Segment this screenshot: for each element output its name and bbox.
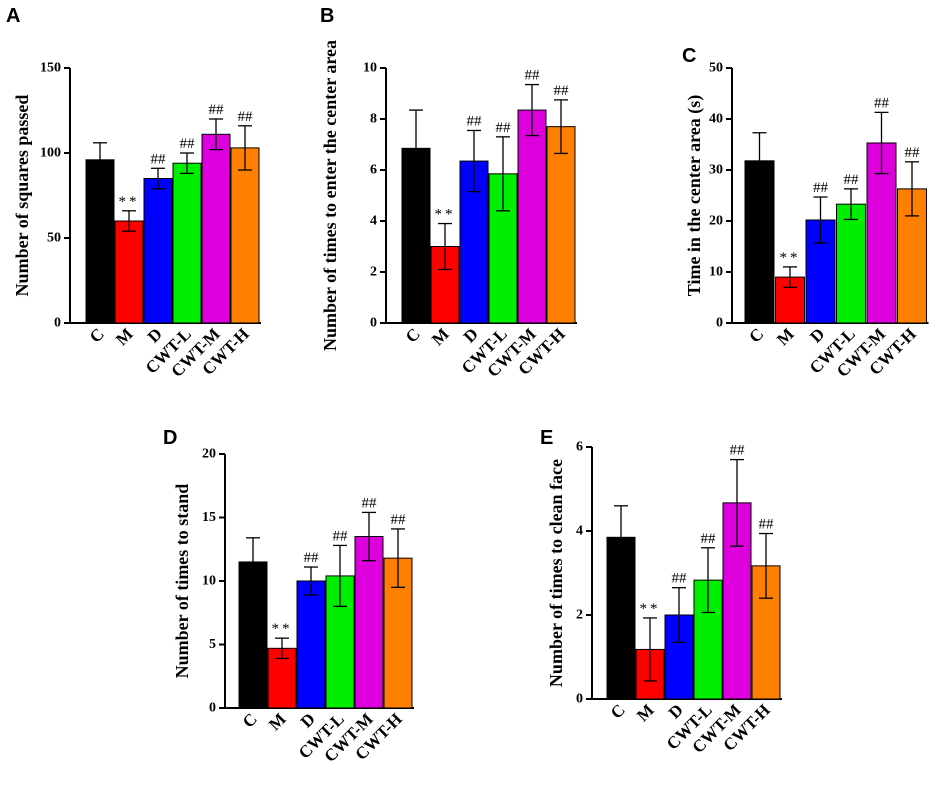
significance-label: ##	[701, 531, 717, 547]
bar-cwt-m	[201, 133, 231, 324]
y-tick-label: 20	[709, 214, 723, 229]
y-tick-label: 10	[709, 265, 723, 280]
x-tick-label: M	[428, 324, 453, 349]
panel-letter: B	[320, 5, 334, 27]
y-tick-label: 6	[576, 440, 583, 455]
significance-label: ##	[467, 113, 483, 129]
significance-label: ##	[304, 550, 320, 566]
y-axis-title: Number of times to stand	[172, 484, 192, 679]
y-tick-label: 6	[370, 163, 377, 178]
significance-label: ##	[730, 443, 746, 459]
significance-label: **	[780, 250, 801, 266]
x-tick-label: C	[86, 324, 108, 346]
y-tick-label: 2	[576, 608, 583, 623]
panel-e: E Number of times to clean face 0 2 4 6 C ** M ##…	[540, 427, 782, 757]
y-tick-label: 8	[370, 112, 377, 127]
x-tick-label: C	[607, 700, 629, 722]
y-tick-label: 10	[363, 61, 377, 76]
significance-label: **	[119, 194, 140, 210]
significance-label: ##	[759, 517, 775, 533]
significance-label: ##	[844, 172, 860, 188]
significance-label: ##	[362, 495, 378, 511]
significance-label: ##	[874, 95, 890, 111]
y-axis-title: Time in the center area (s)	[684, 95, 705, 296]
bar-cwt-h	[546, 126, 576, 324]
y-tick-label: 50	[709, 61, 723, 76]
bar-cwt-m	[354, 536, 384, 709]
significance-label: ##	[238, 109, 254, 125]
y-tick-label: 15	[202, 510, 216, 525]
bar-m	[114, 220, 144, 324]
y-tick-label: 0	[716, 316, 723, 331]
significance-label: **	[640, 601, 661, 617]
y-tick-label: 4	[370, 214, 377, 229]
significance-label: ##	[525, 68, 541, 84]
y-tick-label: 40	[709, 112, 723, 127]
y-axis-title: Number of squares passed	[12, 95, 32, 297]
x-tick-label: M	[633, 700, 658, 725]
bar-cwt-m	[517, 109, 547, 324]
bar-cwt-l	[836, 203, 866, 324]
significance-label: **	[272, 621, 293, 637]
panel-a: A Number of squares passed 0 50 100 150 C ** M ##…	[6, 5, 261, 381]
x-tick-label: M	[112, 324, 137, 349]
bar-cwt-h	[230, 147, 260, 324]
significance-label: ##	[151, 151, 167, 167]
y-tick-label: 20	[202, 447, 216, 462]
bar-c	[85, 159, 115, 324]
x-tick-label: D	[806, 324, 828, 346]
panel-c: C Time in the center area (s) 0 10 20 30 40 50 C…	[682, 45, 929, 381]
x-tick-label: M	[265, 709, 290, 734]
bar-d	[296, 580, 326, 709]
panel-letter: D	[163, 427, 177, 449]
x-tick-label: C	[239, 709, 261, 731]
y-tick-label: 0	[209, 701, 216, 716]
significance-label: **	[435, 207, 456, 223]
significance-label: ##	[905, 145, 921, 161]
bar-cwt-l	[172, 162, 202, 324]
y-tick-label: 10	[202, 574, 216, 589]
panel-letter: A	[6, 5, 20, 27]
y-tick-label: 100	[40, 146, 61, 161]
y-tick-label: 4	[576, 524, 583, 539]
significance-label: ##	[672, 571, 688, 587]
panel-b: B Number of times to enter the center are…	[320, 5, 577, 381]
y-tick-label: 30	[709, 163, 723, 178]
y-tick-label: 5	[209, 637, 216, 652]
y-tick-label: 0	[576, 692, 583, 707]
x-tick-label: C	[745, 324, 767, 346]
y-tick-label: 2	[370, 265, 377, 280]
y-axis-title: Number of times to clean face	[546, 459, 566, 687]
y-axis-title: Number of times to enter the center area	[320, 40, 340, 351]
significance-label: ##	[180, 136, 196, 152]
x-tick-label: C	[402, 324, 424, 346]
significance-label: ##	[813, 180, 829, 196]
significance-label: ##	[333, 528, 349, 544]
bar-d	[143, 178, 173, 324]
significance-label: ##	[391, 512, 407, 528]
y-tick-label: 150	[40, 61, 61, 76]
y-tick-label: 50	[47, 231, 61, 246]
significance-label: ##	[554, 83, 570, 99]
panel-letter: E	[540, 427, 553, 449]
panel-letter: C	[682, 45, 696, 67]
x-tick-label: M	[773, 324, 798, 349]
y-tick-label: 0	[370, 316, 377, 331]
y-tick-label: 0	[54, 316, 61, 331]
significance-label: ##	[496, 120, 512, 136]
significance-label: ##	[209, 102, 225, 118]
